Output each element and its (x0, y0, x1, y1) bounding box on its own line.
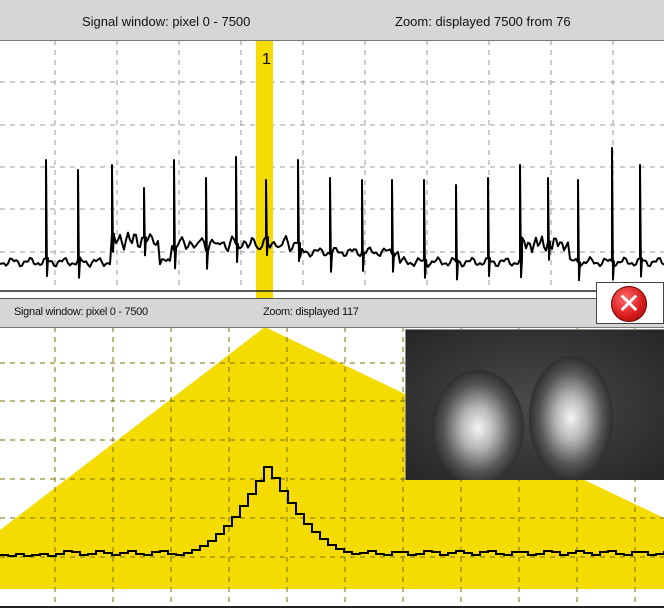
top-marker-label: 1 (262, 51, 271, 68)
close-button[interactable]: ✕ (596, 282, 664, 324)
top-zoom-label: Zoom: displayed 7500 from 76 (395, 14, 571, 29)
bottom-zoom-plot[interactable] (0, 299, 664, 610)
top-signal-trace (0, 147, 664, 282)
bottom-zoom-trace (0, 466, 664, 557)
camera-image-thumbnail[interactable] (405, 329, 664, 480)
bottom-signal-window-label: Signal window: pixel 0 - 7500 (14, 306, 148, 318)
camera-image-icon (406, 330, 664, 480)
top-signal-plot[interactable]: 1 (0, 0, 664, 300)
bottom-zoom-label: Zoom: displayed 117 (263, 306, 359, 318)
bottom-zoom-wedge (0, 327, 664, 589)
top-signal-panel[interactable]: 1 Signal window: pixel 0 - 7500 Zoom: di… (0, 0, 664, 300)
bottom-header-bar: Signal window: pixel 0 - 7500 Zoom: disp… (0, 299, 664, 328)
top-signal-window-label: Signal window: pixel 0 - 7500 (82, 14, 251, 29)
top-selection-band[interactable] (256, 40, 273, 300)
top-header-bar: Signal window: pixel 0 - 7500 Zoom: disp… (0, 0, 664, 41)
close-icon: ✕ (611, 286, 647, 322)
close-icon-glyph: ✕ (617, 287, 641, 320)
